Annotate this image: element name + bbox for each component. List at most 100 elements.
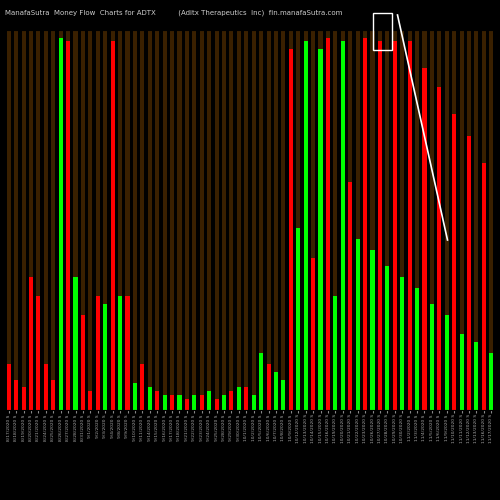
Bar (66, 30, 70, 410)
Bar (326, 38, 330, 410)
Bar (155, 391, 159, 410)
Bar (259, 353, 263, 410)
Bar (289, 30, 293, 410)
Bar (170, 395, 174, 410)
Bar (334, 296, 338, 410)
Bar (252, 30, 256, 410)
Bar (170, 30, 174, 410)
Bar (489, 353, 494, 410)
Bar (96, 296, 100, 410)
Bar (58, 38, 62, 410)
Bar (467, 30, 471, 410)
Bar (408, 42, 412, 410)
Bar (370, 30, 374, 410)
Bar (282, 30, 286, 410)
Bar (51, 30, 56, 410)
Bar (460, 30, 464, 410)
Bar (489, 30, 494, 410)
Bar (110, 42, 114, 410)
Bar (274, 30, 278, 410)
Bar (148, 30, 152, 410)
Bar (140, 30, 144, 410)
Bar (36, 296, 40, 410)
Bar (363, 30, 367, 410)
Bar (44, 364, 48, 410)
Bar (438, 30, 442, 410)
Bar (185, 30, 189, 410)
Bar (282, 380, 286, 410)
Bar (341, 42, 345, 410)
Bar (266, 30, 270, 410)
Bar (378, 30, 382, 410)
Bar (474, 30, 478, 410)
Bar (422, 30, 426, 410)
Bar (341, 30, 345, 410)
Bar (408, 30, 412, 410)
Bar (103, 304, 108, 410)
Bar (140, 364, 144, 410)
Bar (356, 239, 360, 410)
Bar (415, 288, 419, 410)
Bar (326, 30, 330, 410)
Bar (126, 296, 130, 410)
Bar (81, 315, 85, 410)
Bar (200, 30, 204, 410)
Bar (22, 30, 26, 410)
Bar (400, 277, 404, 410)
Bar (296, 228, 300, 410)
Bar (289, 49, 293, 410)
Bar (311, 30, 315, 410)
Bar (244, 387, 248, 410)
Bar (96, 30, 100, 410)
Bar (378, 42, 382, 410)
Bar (207, 391, 211, 410)
Bar (81, 30, 85, 410)
Bar (29, 30, 33, 410)
Bar (444, 30, 449, 410)
Bar (460, 334, 464, 410)
Bar (430, 30, 434, 410)
Bar (74, 30, 78, 410)
Bar (178, 30, 182, 410)
Bar (400, 30, 404, 410)
Bar (214, 398, 218, 410)
Bar (192, 30, 196, 410)
Bar (6, 30, 11, 410)
Bar (415, 30, 419, 410)
Bar (259, 30, 263, 410)
Bar (237, 30, 241, 410)
Bar (162, 30, 166, 410)
Bar (14, 30, 18, 410)
Bar (386, 266, 390, 410)
Bar (304, 30, 308, 410)
Bar (148, 387, 152, 410)
Text: ManafaSutra  Money Flow  Charts for ADTX          (Aditx Therapeutics  Inc)  fin: ManafaSutra Money Flow Charts for ADTX (… (5, 10, 342, 16)
Bar (266, 364, 270, 410)
Bar (126, 30, 130, 410)
Bar (392, 42, 397, 410)
Bar (430, 304, 434, 410)
Bar (51, 380, 56, 410)
Bar (363, 38, 367, 410)
Bar (214, 30, 218, 410)
Bar (162, 395, 166, 410)
Bar (452, 114, 456, 410)
Bar (474, 342, 478, 410)
Bar (118, 30, 122, 410)
Bar (58, 30, 62, 410)
Bar (74, 277, 78, 410)
Bar (296, 30, 300, 410)
Bar (185, 398, 189, 410)
Bar (222, 395, 226, 410)
Bar (44, 30, 48, 410)
Bar (482, 30, 486, 410)
Bar (118, 296, 122, 410)
Bar (392, 30, 397, 410)
Bar (155, 30, 159, 410)
Bar (244, 30, 248, 410)
Bar (318, 30, 322, 410)
Bar (370, 250, 374, 410)
Bar (6, 364, 11, 410)
Bar (252, 395, 256, 410)
Bar (36, 30, 40, 410)
